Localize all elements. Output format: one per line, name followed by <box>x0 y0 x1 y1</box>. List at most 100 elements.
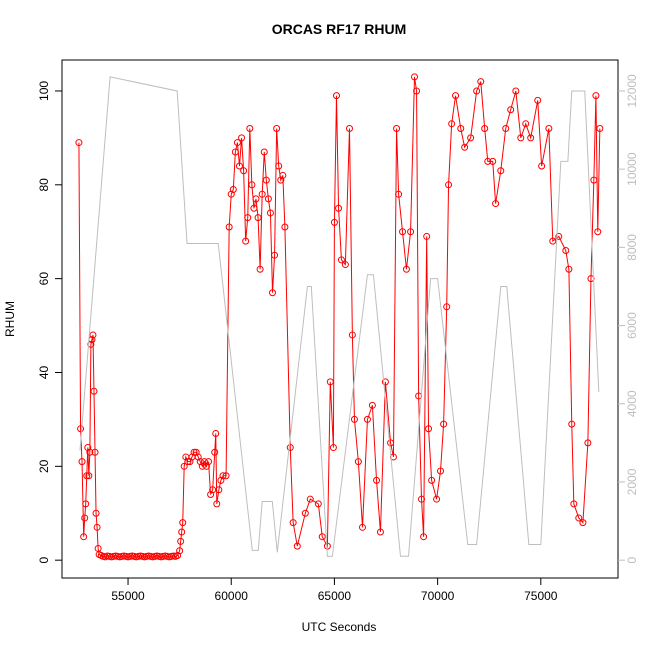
point <box>425 425 433 433</box>
point <box>594 228 602 236</box>
y-tick-label: 60 <box>37 272 51 286</box>
point <box>345 125 353 133</box>
y-tick-label: 80 <box>37 178 51 192</box>
point <box>358 523 366 531</box>
point <box>83 472 91 480</box>
point <box>461 143 469 151</box>
x-axis-label: UTC Seconds <box>302 620 377 634</box>
point <box>318 533 326 541</box>
point <box>428 476 436 484</box>
point <box>81 514 89 522</box>
point <box>271 251 279 259</box>
point <box>178 528 186 536</box>
point <box>399 228 407 236</box>
point <box>363 415 371 423</box>
point <box>190 448 198 456</box>
point <box>354 458 362 466</box>
y2-tick-label: 4000 <box>625 390 639 417</box>
point <box>205 458 213 466</box>
y2-tick-label: 10000 <box>625 152 639 186</box>
point <box>565 265 573 273</box>
point <box>211 448 219 456</box>
point <box>423 232 431 240</box>
point <box>575 514 583 522</box>
point <box>225 223 233 231</box>
point <box>337 256 345 264</box>
point <box>93 523 101 531</box>
point <box>90 387 98 395</box>
point <box>440 420 448 428</box>
point <box>326 378 334 386</box>
point <box>273 125 281 133</box>
point <box>534 96 542 104</box>
point <box>213 500 221 508</box>
point <box>492 200 500 208</box>
point <box>507 106 515 114</box>
point <box>314 500 322 508</box>
point <box>229 186 237 193</box>
point <box>473 87 481 95</box>
point <box>256 265 264 273</box>
point <box>252 195 260 203</box>
point <box>570 500 578 508</box>
x-tick-label: 65000 <box>318 589 352 603</box>
point <box>281 223 289 231</box>
point <box>262 176 270 184</box>
point <box>545 125 553 133</box>
point <box>77 425 85 433</box>
y2-tick-label: 0 <box>625 557 639 564</box>
point <box>233 139 241 147</box>
y-tick-label: 20 <box>37 459 51 473</box>
point <box>254 214 262 222</box>
point <box>177 537 185 545</box>
chart-title: ORCAS RF17 RHUM <box>272 21 407 37</box>
point <box>264 195 272 203</box>
point <box>78 458 86 466</box>
point <box>330 218 338 226</box>
point <box>502 125 510 133</box>
point <box>82 500 90 508</box>
x-tick-label: 60000 <box>215 589 249 603</box>
point <box>75 139 83 147</box>
y-tick-label: 40 <box>37 365 51 379</box>
point <box>592 92 600 100</box>
point <box>484 157 492 165</box>
point <box>212 429 220 437</box>
point <box>332 92 340 100</box>
x-tick-label: 70000 <box>421 589 455 603</box>
point <box>395 190 403 198</box>
y2-tick-label: 8000 <box>625 234 639 261</box>
point <box>481 125 489 133</box>
point <box>250 204 258 212</box>
point <box>376 528 384 536</box>
x-tick-label: 55000 <box>111 589 145 603</box>
point <box>89 331 97 339</box>
point <box>329 444 337 452</box>
point <box>381 378 389 386</box>
point <box>258 190 266 198</box>
point <box>222 472 230 480</box>
y2-tick-label: 6000 <box>625 312 639 339</box>
point <box>92 509 100 517</box>
point <box>286 444 294 452</box>
point <box>87 340 95 348</box>
point <box>373 476 381 484</box>
point <box>279 171 287 179</box>
point <box>497 167 505 175</box>
point <box>179 519 187 527</box>
point <box>457 125 465 133</box>
point <box>184 458 192 466</box>
point <box>219 472 227 480</box>
point <box>445 181 453 189</box>
point <box>238 134 246 142</box>
point <box>244 214 252 222</box>
point <box>555 232 563 240</box>
point <box>275 162 283 170</box>
point <box>407 228 415 236</box>
point <box>562 246 570 254</box>
point <box>448 120 456 128</box>
point <box>85 472 93 480</box>
point <box>418 495 426 503</box>
point <box>596 125 604 133</box>
